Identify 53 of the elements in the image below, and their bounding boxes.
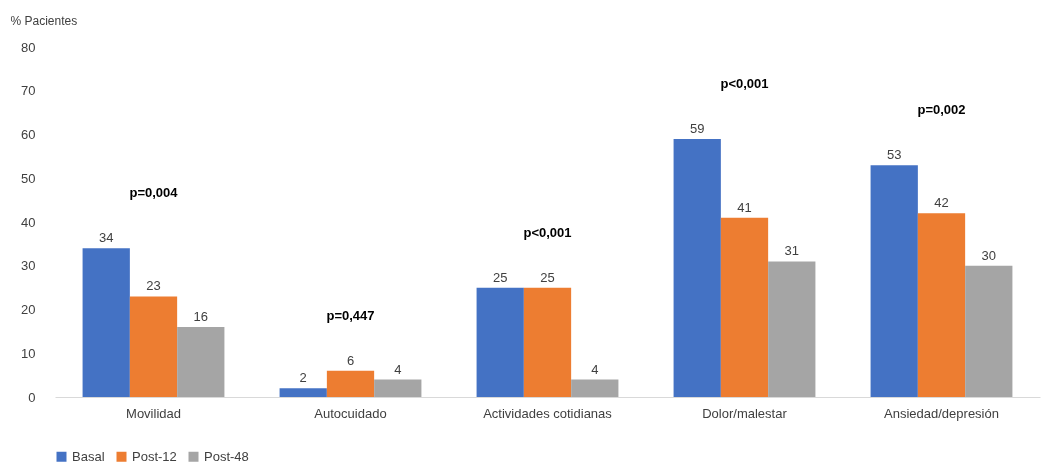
legend-label: Basal <box>72 448 105 464</box>
y-tick-label: 60 <box>21 127 36 142</box>
bar <box>326 370 375 397</box>
annotation: p=0,004 <box>129 185 179 201</box>
bar <box>965 265 1013 397</box>
bar <box>870 165 918 397</box>
data-label: 41 <box>737 199 752 215</box>
x-tick-label: Dolor/malestar <box>702 405 788 421</box>
data-label: 16 <box>193 309 209 324</box>
x-tick-label: Autocuidado <box>314 405 387 421</box>
y-tick-label: 70 <box>21 83 36 99</box>
y-axis-title: % Pacientes <box>10 13 78 28</box>
x-tick-label: Movilidad <box>126 405 181 421</box>
data-label: 31 <box>784 243 800 259</box>
x-tick-label: Ansiedad/depresión <box>884 405 999 421</box>
data-label: 2 <box>299 370 307 386</box>
bar <box>374 379 422 397</box>
annotation: p=0,002 <box>917 102 966 118</box>
data-label: 4 <box>394 361 402 377</box>
bar <box>571 379 619 397</box>
legend-label: Post-48 <box>204 448 249 464</box>
x-tick-label: Actividades cotidianas <box>483 405 613 421</box>
data-label: 59 <box>689 120 705 136</box>
annotation: p=0,447 <box>326 307 375 323</box>
bar <box>673 138 721 397</box>
bar <box>476 287 524 397</box>
data-label: 30 <box>981 247 997 263</box>
bar <box>279 388 327 397</box>
bar <box>177 327 225 397</box>
annotation: p<0,001 <box>523 224 572 240</box>
y-tick-label: 20 <box>21 302 36 317</box>
data-label: 53 <box>886 147 902 163</box>
data-label: 25 <box>540 269 555 285</box>
bar <box>917 213 966 397</box>
bar <box>82 248 130 397</box>
bar <box>720 217 769 397</box>
y-tick-label: 50 <box>21 170 36 186</box>
data-label: 4 <box>591 361 599 377</box>
y-tick-label: 10 <box>21 345 36 361</box>
data-label: 34 <box>98 230 114 246</box>
data-label: 25 <box>492 269 508 285</box>
bar <box>523 287 572 397</box>
y-tick-label: 40 <box>21 214 36 230</box>
legend-label: Post-12 <box>132 448 177 464</box>
annotation: p<0,001 <box>720 75 769 91</box>
y-tick-label: 30 <box>21 258 36 274</box>
bar <box>129 296 178 397</box>
data-label: 42 <box>934 195 949 211</box>
y-tick-label: 0 <box>28 389 36 405</box>
y-tick-label: 80 <box>21 39 36 55</box>
data-label: 6 <box>346 352 355 368</box>
data-label: 23 <box>146 278 161 294</box>
bar <box>768 261 816 397</box>
